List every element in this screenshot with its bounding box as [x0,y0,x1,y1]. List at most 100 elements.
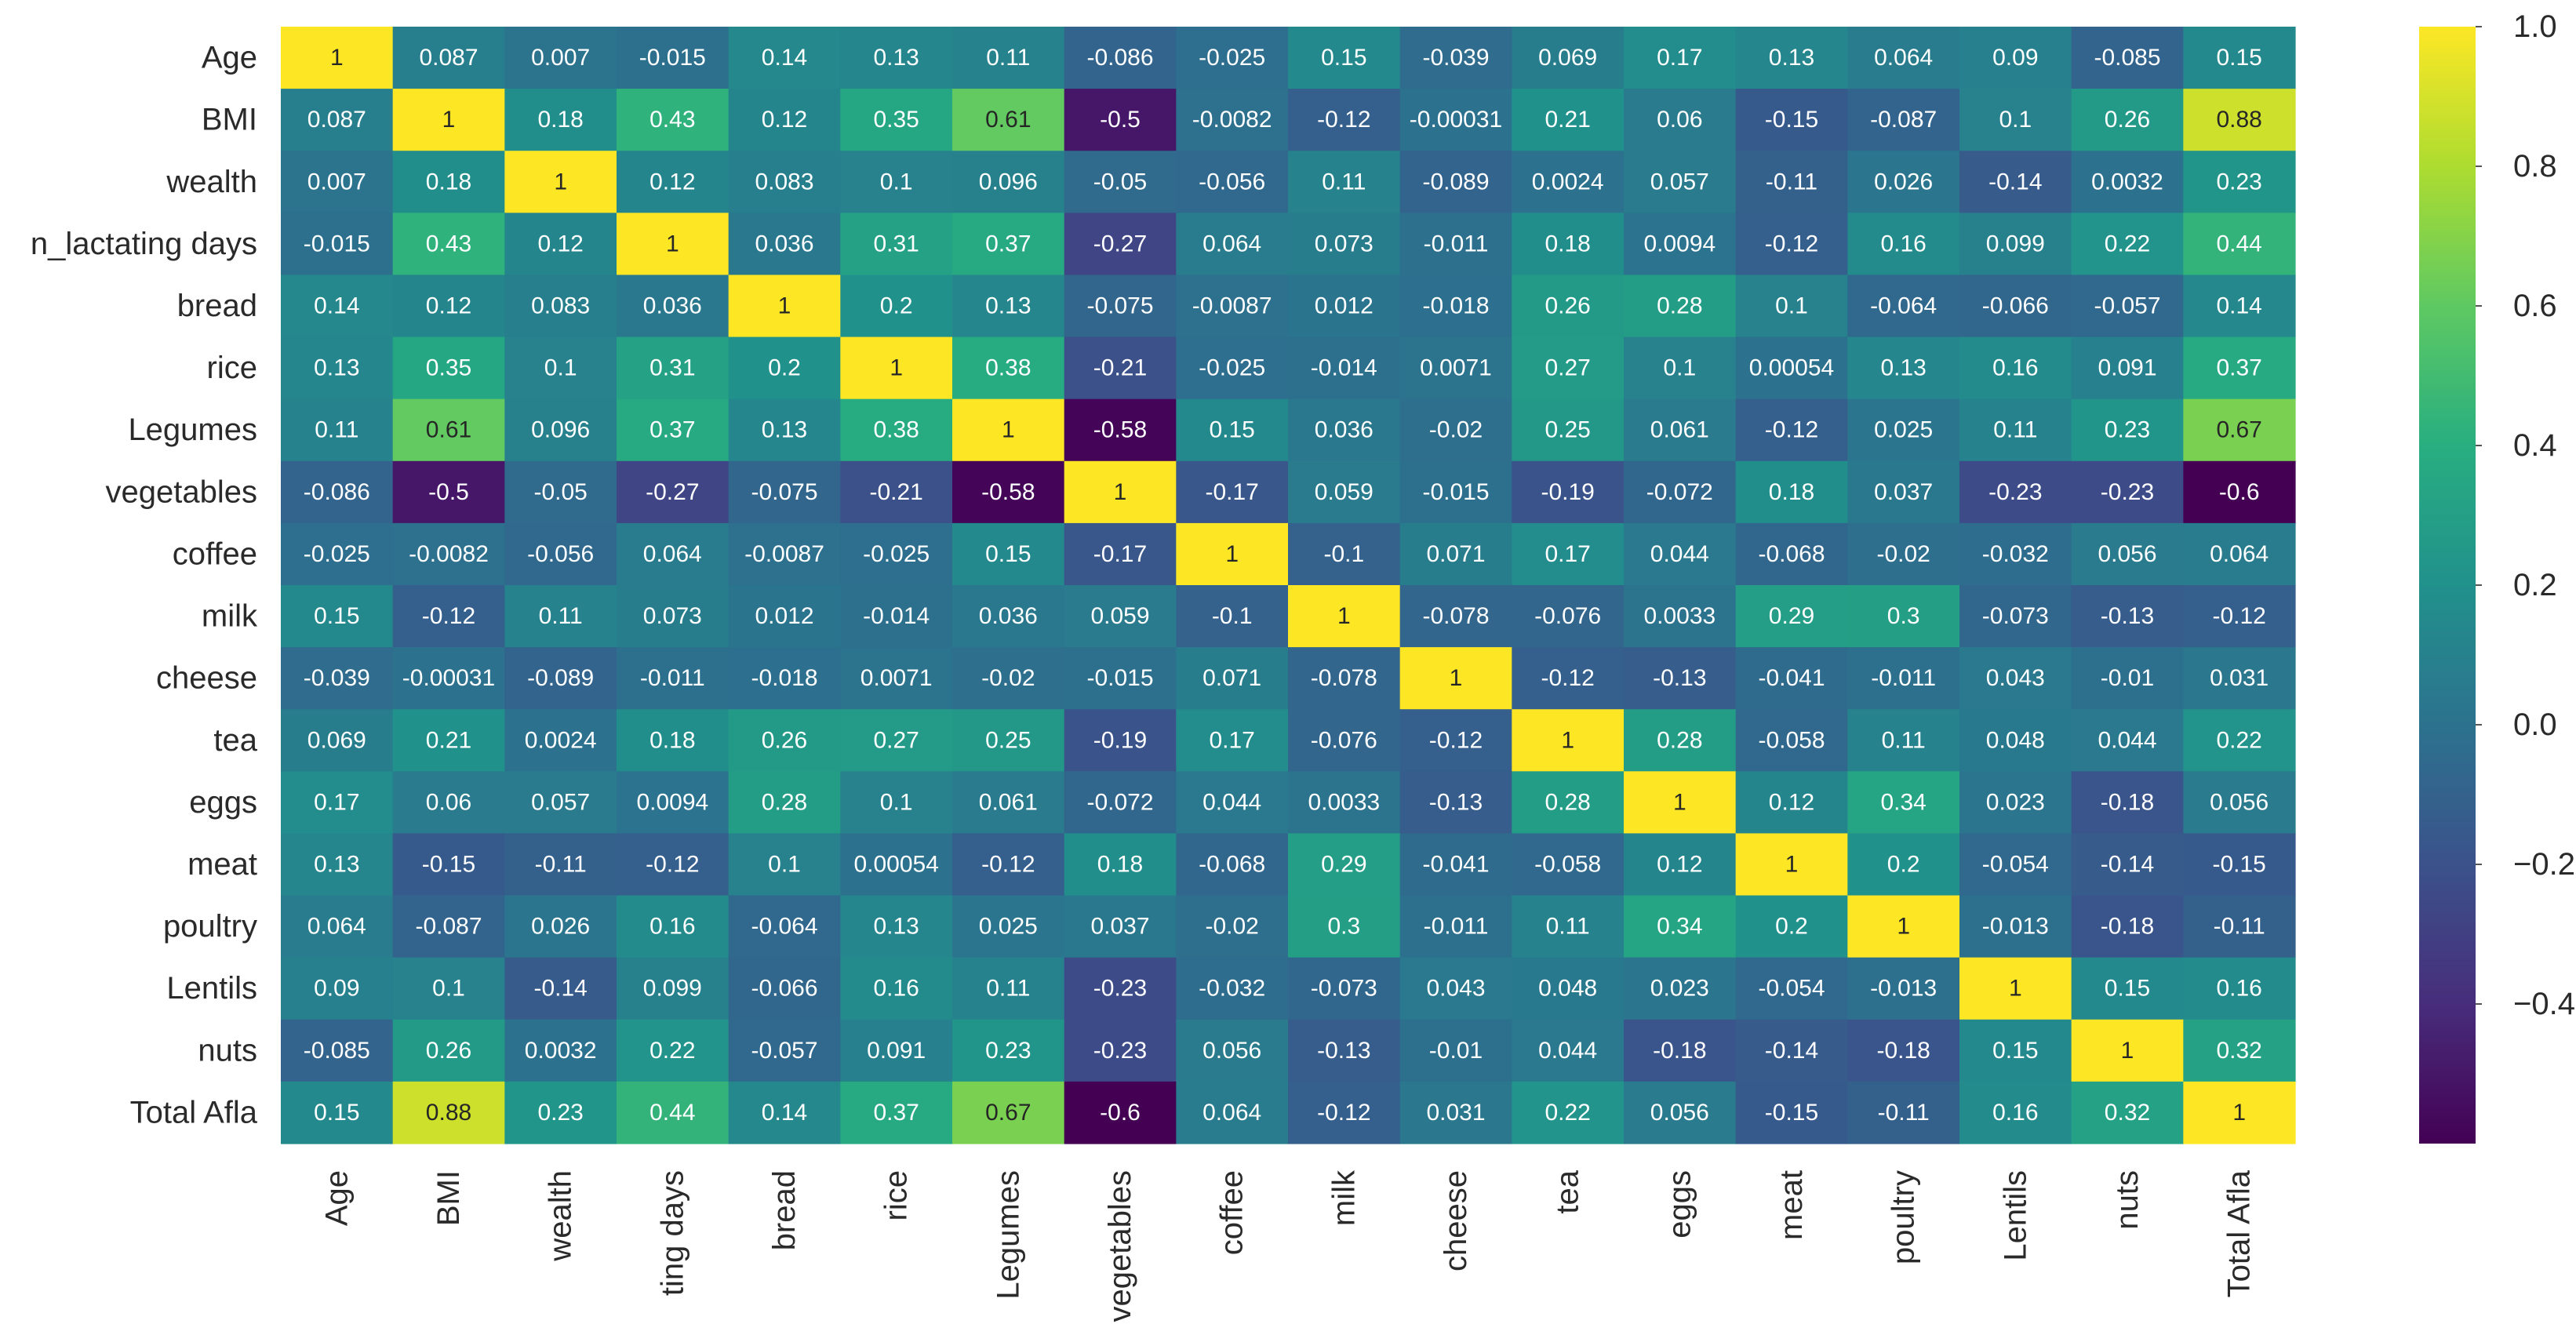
cell-value-label: -0.072 [1086,789,1153,815]
cell-value-label: 0.044 [1202,789,1261,815]
cell-value-label: 0.12 [1657,852,1702,878]
heatmap-cell [1176,275,1289,338]
heatmap-cell [1176,833,1289,897]
cell-value-label: -0.23 [2101,479,2154,505]
cell-value-label: 0.13 [1769,45,1814,71]
heatmap-cell [1959,89,2072,151]
cell-value-label: 1 [1337,603,1351,629]
cell-value-label: 0.15 [314,1100,359,1126]
row-label: eggs [189,785,257,820]
cell-value-label: 1 [890,355,903,381]
cell-value-label: -0.15 [422,852,475,878]
cell-value-label: 0.025 [979,914,1038,940]
cell-value-label: 0.064 [1202,1100,1261,1126]
cell-value-label: 0.064 [307,914,366,940]
heatmap-cell [617,460,730,524]
heatmap-cell [840,585,953,648]
heatmap-cell [1064,460,1177,524]
heatmap-cell [840,213,953,276]
heatmap-cell [1959,895,2072,958]
column-label: milk [1326,1169,1361,1226]
heatmap-cell [392,1081,505,1144]
cell-value-label: -0.086 [304,479,370,505]
heatmap-cell [1176,1081,1289,1144]
cell-value-label: 0.1 [768,852,801,878]
cell-value-label: -0.18 [2101,789,2154,815]
cell-value-label: -0.073 [1982,603,2049,629]
heatmap-cell [617,833,730,897]
cell-value-label: 0.064 [1874,45,1933,71]
cell-value-label: 0.099 [643,976,702,1002]
cell-value-label: -0.5 [1100,107,1141,133]
cell-value-label: 0.1 [880,169,913,195]
cell-value-label: -0.025 [863,541,930,567]
cell-value-label: 0.16 [1992,1100,2038,1126]
cell-value-label: -0.14 [533,976,587,1002]
heatmap-cell [1064,895,1177,958]
cell-value-label: 0.13 [314,852,359,878]
cell-value-label: -0.14 [1988,169,2042,195]
cell-value-label: -0.018 [751,665,817,691]
cell-value-label: 0.12 [537,231,583,256]
heatmap-cell [392,957,505,1020]
cell-value-label: 0.026 [1874,169,1933,195]
heatmap-cell [1735,585,1848,648]
heatmap-cell [617,89,730,151]
cell-value-label: 0.064 [2210,541,2269,567]
cell-value-label: 0.12 [649,169,695,195]
cell-value-label: 0.064 [643,541,702,567]
heatmap-cell [1624,460,1737,524]
cell-value-label: 0.27 [1545,355,1590,381]
heatmap-cell [1624,957,1737,1020]
heatmap-cell [1847,522,1960,586]
cell-value-label: 0.35 [873,107,919,133]
heatmap-cell [1288,647,1401,710]
cell-value-label: 0.16 [649,914,695,940]
heatmap-cell [504,895,617,958]
cell-value-label: -0.078 [1311,665,1377,691]
heatmap-cell [1288,585,1401,648]
cell-value-label: -0.013 [1982,914,2049,940]
cell-value-label: -0.0082 [409,541,489,567]
heatmap-cell [392,398,505,462]
heatmap-cell [2183,398,2296,462]
heatmap-cell [728,771,841,835]
row-label: cheese [156,661,257,696]
row-label: tea [213,723,257,758]
heatmap-cell [1064,27,1177,89]
column-label: nuts [2110,1170,2145,1230]
heatmap-cell [2071,398,2184,462]
cell-value-label: 0.0033 [1643,603,1716,629]
heatmap-cell [1399,585,1512,648]
cell-value-label: -0.12 [1765,231,1818,256]
cell-value-label: 0.2 [880,293,913,319]
column-label: vegetables [1103,1170,1137,1322]
colorbar-tick-label: −0.2 [2513,847,2575,882]
heatmap-cell [504,151,617,213]
cell-value-label: 0.026 [531,914,590,940]
heatmap-cell [1176,27,1289,89]
heatmap-cell [952,1081,1065,1144]
cell-value-label: -0.5 [428,479,469,505]
cell-value-label: 0.31 [873,231,919,256]
cell-value-label: -0.064 [1870,293,1937,319]
cell-value-label: 0.12 [1769,789,1814,815]
column-label: ting days [655,1170,689,1296]
cell-value-label: 0.096 [531,417,590,443]
cell-value-label: -0.075 [1086,293,1153,319]
heatmap-cell [504,522,617,586]
heatmap-cell [1512,27,1625,89]
cell-value-label: 0.1 [432,976,465,1002]
heatmap-cell [281,771,394,835]
cell-value-label: 0.043 [1986,665,2045,691]
heatmap-cell [1512,213,1625,276]
heatmap-cell [1624,1019,1737,1082]
heatmap-cell [1847,151,1960,213]
heatmap-cell [281,709,394,772]
cell-value-label: -0.21 [1093,355,1147,381]
heatmap-cell [1399,895,1512,958]
cell-value-label: -0.17 [1093,541,1147,567]
heatmap-cell [1288,398,1401,462]
cell-value-label: -0.13 [1653,665,1706,691]
